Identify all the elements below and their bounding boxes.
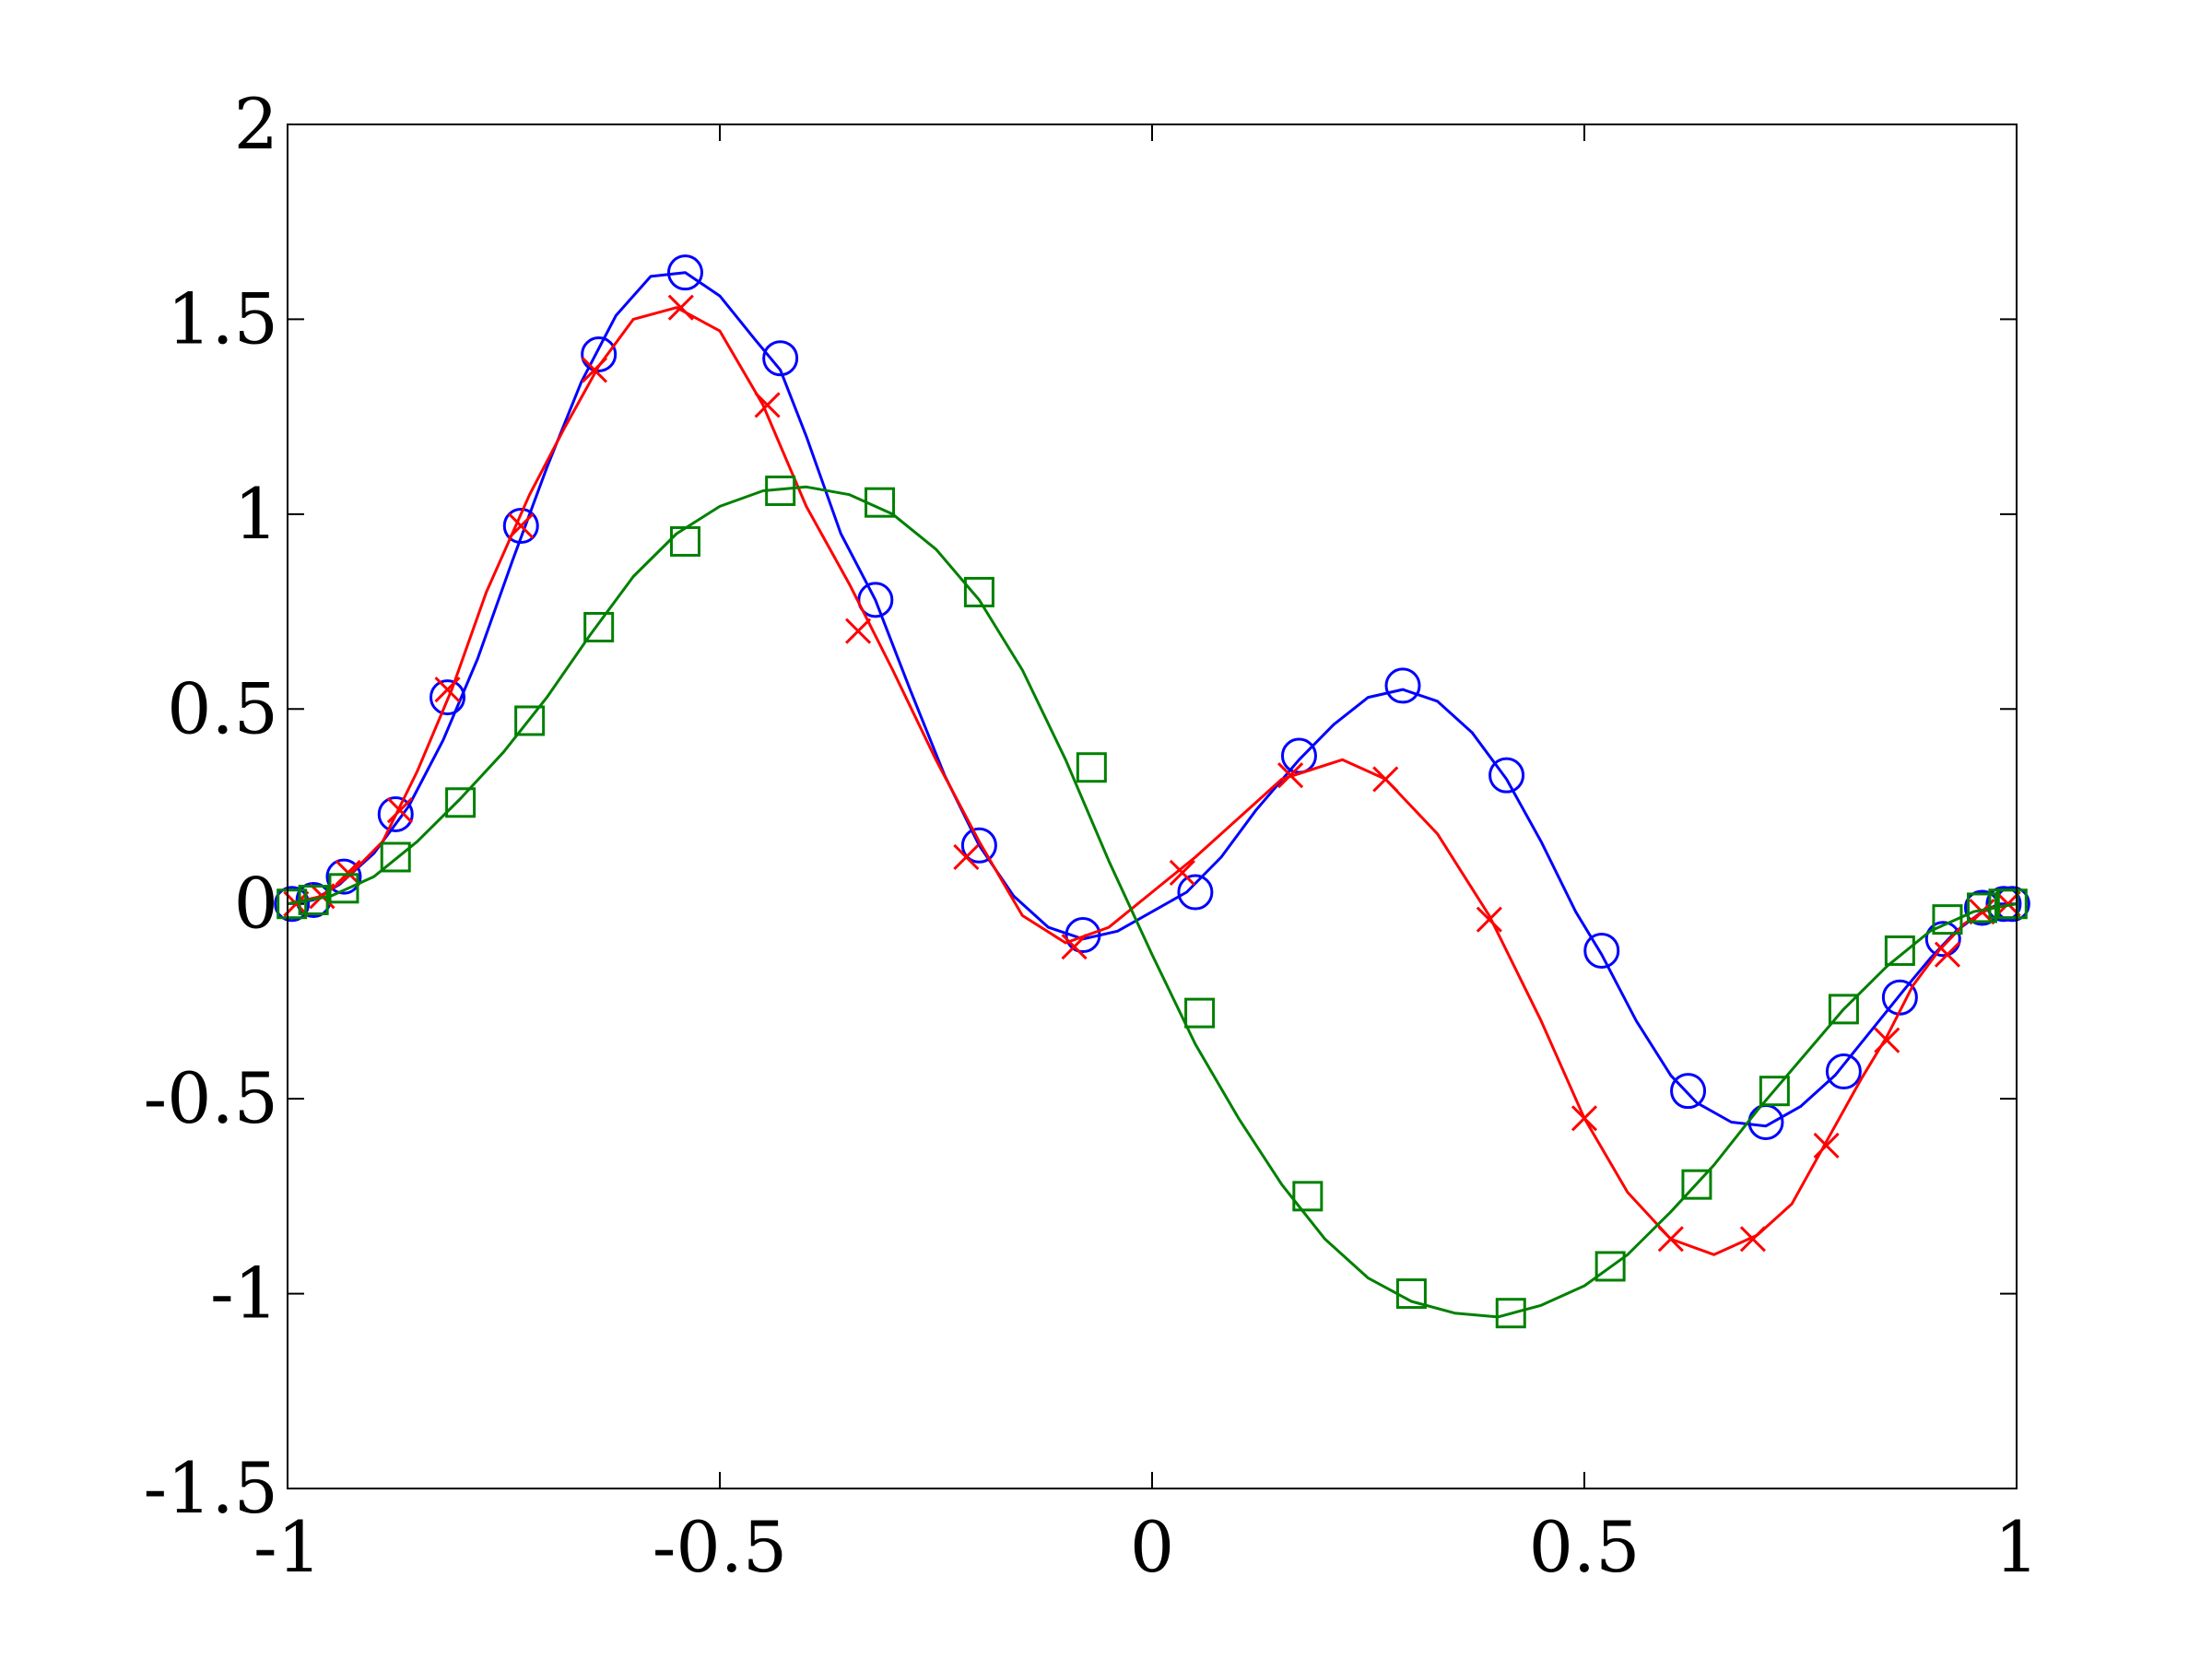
data-point-green <box>1076 752 1107 783</box>
y-tick-label: 2 <box>234 83 278 165</box>
data-point-red <box>1169 859 1195 886</box>
data-point-blue <box>1384 667 1421 704</box>
y-tick-label: 1.5 <box>167 277 278 359</box>
data-point-red <box>1874 1027 1900 1053</box>
data-point-blue <box>1825 1053 1862 1090</box>
data-point-red <box>1372 766 1399 793</box>
data-point-blue <box>762 340 799 377</box>
x-tick-label: 0 <box>1130 1506 1174 1588</box>
data-point-red <box>953 843 980 871</box>
data-point-red <box>1813 1132 1840 1159</box>
data-point-red <box>581 357 608 383</box>
data-point-green <box>298 884 329 915</box>
y-tick-label: -1.5 <box>143 1447 278 1529</box>
data-point-green <box>1395 1278 1427 1310</box>
data-point-green <box>765 475 796 506</box>
data-point-green <box>276 888 308 920</box>
series-blue <box>274 254 2030 1141</box>
data-point-red <box>754 392 781 418</box>
data-point-green <box>963 576 994 607</box>
data-point-red <box>335 859 361 886</box>
data-point-blue <box>1924 921 1961 958</box>
data-point-blue <box>1583 932 1620 969</box>
plot-area <box>288 124 2017 1488</box>
data-point-green <box>1828 994 1859 1025</box>
data-point-green <box>1292 1181 1324 1212</box>
series-line-green <box>287 485 2018 1319</box>
data-point-green <box>1495 1298 1526 1329</box>
data-point-blue <box>502 508 539 545</box>
data-point-green <box>1184 997 1216 1029</box>
data-point-green <box>1932 904 1963 935</box>
data-point-blue <box>1488 757 1525 794</box>
data-point-blue <box>429 679 466 716</box>
data-point-blue <box>1065 917 1101 954</box>
data-point-red <box>508 512 535 539</box>
data-point-green <box>445 787 477 818</box>
series-line-blue <box>287 271 2017 1128</box>
data-point-red <box>1657 1226 1684 1253</box>
data-point-red <box>434 677 461 703</box>
y-tick-label: 0 <box>234 863 278 945</box>
data-point-red <box>386 797 414 824</box>
data-point-blue <box>581 335 618 372</box>
data-point-red <box>1571 1105 1598 1132</box>
data-point-blue <box>325 858 362 895</box>
y-tick-label: -1 <box>210 1253 278 1335</box>
series-green <box>276 475 2028 1329</box>
data-point-blue <box>960 827 997 864</box>
data-point-blue <box>1670 1073 1707 1110</box>
data-point-red <box>1061 934 1088 960</box>
data-point-red <box>845 618 872 644</box>
data-point-red <box>1476 906 1502 933</box>
x-tick-label: 0.5 <box>1529 1506 1641 1588</box>
x-tick-labels: -1 -0.5 0 0.5 1 <box>253 1506 2039 1588</box>
y-tick-label: 0.5 <box>167 667 278 749</box>
data-point-green <box>1884 935 1915 966</box>
data-point-green <box>865 487 896 518</box>
data-point-green <box>380 841 411 873</box>
series-red <box>283 294 2021 1256</box>
data-point-red <box>1739 1226 1766 1253</box>
data-point-red <box>1934 941 1961 968</box>
y-tick-label: 1 <box>234 473 278 555</box>
data-point-green <box>1966 892 1997 924</box>
data-point-green <box>514 705 546 736</box>
series-layer <box>274 254 2030 1329</box>
data-point-green <box>1681 1169 1712 1200</box>
data-point-blue <box>1177 874 1214 911</box>
y-tick-labels: -1.5 -1 -0.5 0 0.5 1 1.5 2 <box>143 83 278 1529</box>
data-point-blue <box>377 795 414 832</box>
data-point-green <box>328 873 359 904</box>
y-tick-label: -0.5 <box>143 1057 278 1139</box>
data-point-red <box>1277 762 1304 789</box>
data-point-blue <box>1985 886 2022 923</box>
data-point-green <box>1759 1076 1790 1107</box>
data-point-green <box>1996 888 2028 920</box>
data-point-green <box>1594 1251 1626 1282</box>
data-point-red <box>667 294 694 321</box>
x-tick-label: -0.5 <box>653 1506 788 1588</box>
data-point-green <box>669 525 700 557</box>
data-point-blue <box>666 254 703 291</box>
plot-frame <box>287 124 2018 1489</box>
x-tick-label: -1 <box>253 1506 322 1588</box>
data-point-blue <box>274 886 311 923</box>
data-point-green <box>583 611 615 642</box>
series-line-red <box>287 306 2018 1256</box>
x-tick-label: 1 <box>1994 1506 2039 1588</box>
